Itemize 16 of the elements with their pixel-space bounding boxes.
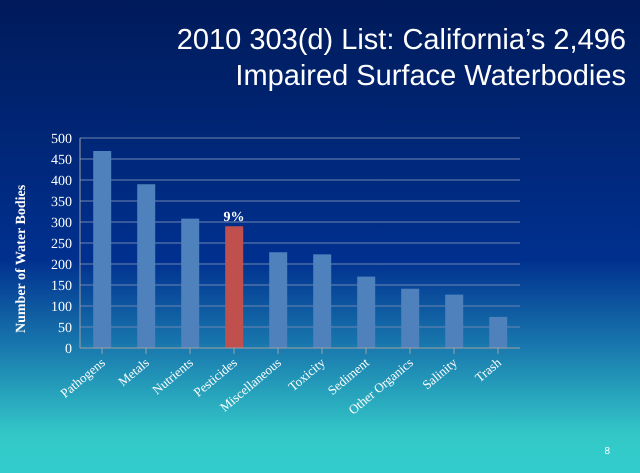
x-tick-label: Trash — [472, 354, 504, 386]
y-tick-label: 150 — [51, 278, 72, 294]
y-tick-label: 450 — [51, 152, 72, 168]
y-tick-label: 250 — [51, 236, 72, 252]
y-tick-label: 350 — [51, 194, 72, 210]
y-tick-label: 0 — [65, 342, 72, 357]
y-tick-label: 200 — [51, 258, 72, 273]
y-tick-label: 400 — [51, 174, 72, 189]
y-tick-label: 50 — [58, 320, 72, 336]
text: 8 — [604, 446, 610, 457]
y-axis-title: Number of Water Bodies — [14, 184, 29, 333]
y-tick-label: 100 — [51, 300, 72, 315]
y-tick-label: 300 — [51, 216, 72, 231]
annotation: 9% — [224, 210, 244, 226]
chart-title: 2010 303(d) List: California’s 2,496 Impaired Surface Waterbodies — [176, 23, 626, 94]
y-tick-label: 500 — [51, 132, 72, 147]
